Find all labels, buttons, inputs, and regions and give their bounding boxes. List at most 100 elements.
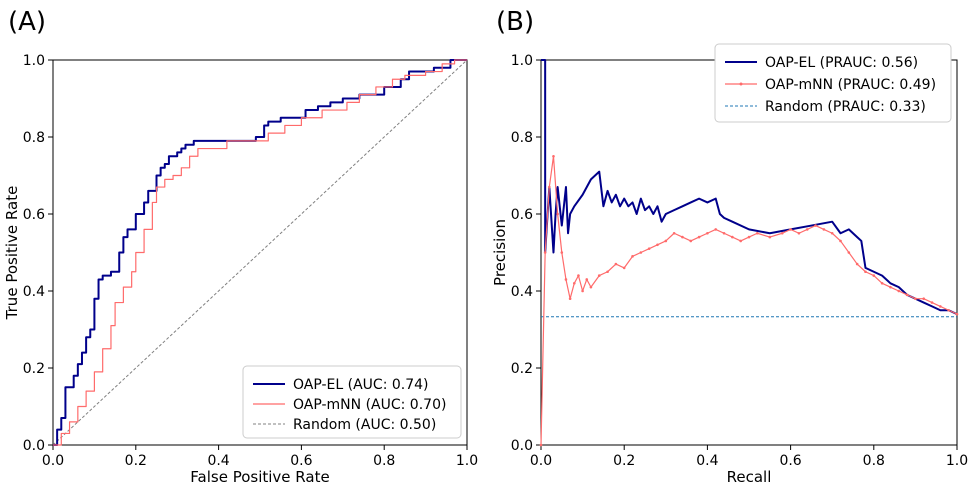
series-point — [905, 293, 909, 297]
y-axis-label: Precision — [491, 219, 509, 286]
legend-label: OAP-EL (AUC: 0.74) — [293, 377, 429, 393]
series-point — [922, 297, 926, 301]
series-point — [880, 282, 884, 285]
series-point — [614, 262, 618, 266]
y-tick-label: 0.4 — [23, 284, 45, 300]
series-line-2 — [52, 59, 468, 446]
series-point — [897, 289, 901, 293]
series-point — [780, 231, 784, 235]
series-point — [914, 297, 917, 301]
x-tick-label: 0.2 — [125, 453, 147, 469]
series-point — [581, 289, 584, 293]
series-point — [814, 224, 817, 227]
legend-box — [242, 365, 462, 439]
series-point — [585, 278, 589, 281]
series-point — [572, 282, 576, 285]
series-point — [855, 262, 859, 266]
pr-chart-panel: (B) 0.0 0.2 0.4 0.6 0.8 1.0 0.0 0.2 0.4 0.6 0.8 1.0 R… — [491, 7, 968, 483]
x-tick-label: 0.0 — [530, 453, 552, 469]
series-point — [548, 185, 551, 189]
series-point — [822, 228, 826, 231]
series-point — [689, 239, 693, 243]
series-point — [568, 297, 572, 301]
series-line-1 — [540, 155, 958, 446]
series-point — [889, 285, 892, 289]
series-point — [606, 270, 609, 274]
y-tick-label: 0.2 — [511, 361, 533, 377]
series-point — [805, 228, 809, 231]
series-point — [714, 228, 718, 231]
series-point — [939, 305, 942, 308]
series-point — [955, 312, 959, 316]
legend-box — [714, 43, 952, 123]
series-point — [839, 239, 842, 243]
legend-marker — [739, 82, 743, 86]
series-line-0 — [53, 59, 467, 446]
series-point — [789, 228, 792, 231]
series-point — [739, 239, 742, 243]
x-axis-label: False Positive Rate — [190, 468, 329, 483]
x-tick-label: 1.0 — [946, 453, 968, 469]
series-point — [768, 235, 772, 239]
y-tick-label: 1.0 — [23, 53, 45, 69]
x-tick-label: 0.2 — [613, 453, 635, 469]
x-tick-label: 0.6 — [290, 453, 312, 469]
series-point — [747, 235, 751, 239]
y-tick-label: 0.8 — [511, 130, 533, 146]
legend-label: OAP-mNN (AUC: 0.70) — [293, 397, 446, 413]
series-point — [864, 270, 867, 274]
series-point — [664, 239, 668, 243]
x-tick-label: 1.0 — [456, 453, 478, 469]
panel-label: (B) — [496, 7, 534, 37]
series-point — [589, 285, 593, 289]
series-point — [872, 274, 876, 277]
series-point — [564, 278, 568, 281]
y-tick-label: 1.0 — [511, 53, 533, 69]
series-point — [706, 231, 709, 235]
series-point — [622, 266, 626, 270]
series-point — [539, 443, 543, 447]
x-tick-label: 0.6 — [779, 453, 801, 469]
y-tick-label: 0.8 — [23, 130, 45, 146]
x-tick-label: 0.8 — [373, 453, 395, 469]
legend-label: OAP-mNN (PRAUC: 0.49) — [765, 77, 936, 93]
roc-chart-panel: (A) 0.0 0.2 0.4 0.6 0.8 1.0 0.0 0.2 0.4 0.6 0.8 1.0 F… — [3, 7, 478, 483]
series-point — [672, 231, 676, 235]
series-point — [830, 231, 834, 235]
series-point — [639, 251, 643, 254]
series-point — [930, 301, 934, 304]
series-point — [656, 243, 659, 247]
series-line-0 — [541, 59, 958, 316]
series-point — [631, 255, 634, 258]
series-point — [947, 308, 950, 312]
legend-label: Random (AUC: 0.50) — [293, 417, 436, 433]
series-point — [577, 274, 580, 277]
series-point — [556, 212, 559, 216]
series-point — [847, 251, 851, 254]
series-point — [681, 235, 684, 239]
legend-label: OAP-EL (PRAUC: 0.56) — [765, 55, 918, 71]
series-point — [756, 231, 759, 235]
legend-label: Random (PRAUC: 0.33) — [765, 99, 926, 115]
x-tick-label: 0.8 — [863, 453, 885, 469]
series-point — [543, 251, 547, 254]
y-tick-label: 0.0 — [511, 438, 533, 454]
y-axis-label: True Positive Rate — [3, 186, 21, 321]
y-tick-label: 0.6 — [23, 207, 45, 223]
series-point — [552, 154, 555, 158]
series-point — [697, 235, 701, 239]
axes-frame — [52, 59, 468, 446]
x-axis-label: Recall — [727, 468, 772, 483]
series-point — [797, 231, 801, 235]
series-point — [722, 231, 726, 235]
series-point — [560, 251, 564, 254]
x-tick-label: 0.0 — [42, 453, 64, 469]
x-tick-label: 0.4 — [207, 453, 229, 469]
panel-label: (A) — [8, 7, 46, 37]
y-tick-label: 0.4 — [511, 284, 533, 300]
series-point — [731, 235, 734, 239]
series-point — [647, 247, 651, 250]
series-point — [597, 274, 601, 277]
series-line-1 — [53, 59, 467, 446]
